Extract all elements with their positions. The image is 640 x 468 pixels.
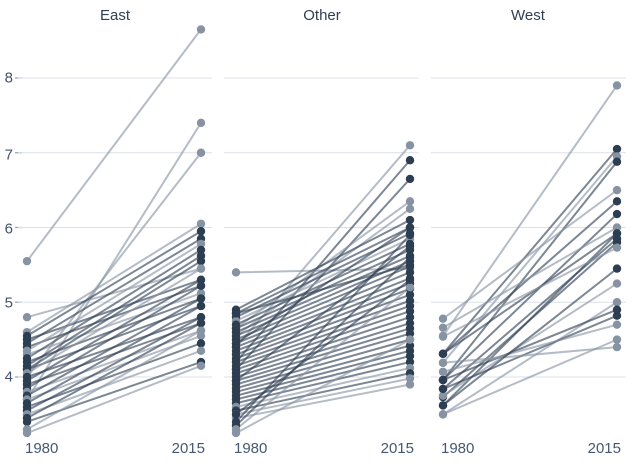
panel-title-other: Other xyxy=(303,7,341,24)
x-tick-label-west-2015: 2015 xyxy=(587,440,621,457)
y-tick-label-4: 4 xyxy=(4,368,13,386)
panel-title-east: East xyxy=(99,7,130,24)
y-tick-label-8: 8 xyxy=(4,69,13,87)
x-tick-label-west-1980: 1980 xyxy=(441,440,475,457)
x-tick-label-east-1980: 1980 xyxy=(25,440,59,457)
x-tick-label-east-2015: 2015 xyxy=(171,440,205,457)
x-tick-label-other-2015: 2015 xyxy=(380,440,414,457)
panel-title-west: West xyxy=(511,7,545,24)
x-tick-label-other-1980: 1980 xyxy=(234,440,268,457)
y-tick-label-7: 7 xyxy=(4,146,13,164)
y-tick-label-5: 5 xyxy=(4,294,13,312)
y-tick-label-6: 6 xyxy=(4,220,13,238)
